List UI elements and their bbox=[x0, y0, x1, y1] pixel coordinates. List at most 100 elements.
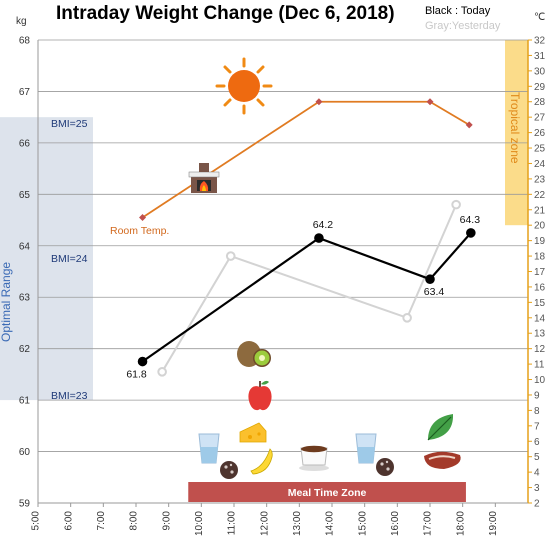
y2-tick-label: 30 bbox=[534, 66, 546, 77]
x-tick-label: 13:00 bbox=[292, 511, 303, 536]
y2-tick-label: 28 bbox=[534, 97, 546, 108]
y2-tick-label: 14 bbox=[534, 313, 546, 324]
y2-tick-label: 8 bbox=[534, 406, 540, 417]
x-tick-label: 15:00 bbox=[357, 511, 368, 536]
x-tick-label: 16:00 bbox=[390, 511, 401, 536]
water-glass-icon bbox=[198, 433, 220, 464]
y-tick-label: 67 bbox=[19, 87, 31, 98]
optimal-range-band bbox=[0, 117, 93, 401]
room-temp-marker bbox=[465, 121, 473, 129]
y2-tick-label: 13 bbox=[534, 329, 546, 340]
y-tick-label: 64 bbox=[19, 241, 31, 252]
x-tick-label: 7:00 bbox=[96, 511, 107, 531]
series-layer: 61.8 64.2 63.4 64.3 bbox=[126, 98, 481, 381]
y2-tick-label: 26 bbox=[534, 128, 546, 139]
fireplace-icon bbox=[188, 163, 220, 193]
series-line-room-temp- bbox=[142, 100, 470, 219]
room-temp-marker bbox=[315, 98, 323, 106]
y-tick-label: 63 bbox=[19, 293, 31, 304]
meal-time-zone-bar bbox=[188, 482, 466, 502]
y2-tick-label: 29 bbox=[534, 82, 546, 93]
kiwi-icon bbox=[237, 341, 271, 367]
x-tick-label: 18:00 bbox=[455, 511, 466, 536]
x-tick-label: 19:00 bbox=[488, 511, 499, 536]
y2-tick-label: 27 bbox=[534, 113, 546, 124]
y-tick-label: 61 bbox=[19, 396, 31, 407]
yesterday-point bbox=[451, 199, 461, 210]
legend-yesterday: Gray:Yesterday bbox=[425, 20, 501, 32]
today-point bbox=[137, 356, 148, 367]
room-temp-label: Room Temp. bbox=[110, 225, 169, 237]
y-tick-label: 59 bbox=[19, 499, 31, 510]
right-tick-labels: 2345678910111213141516171819202122232425… bbox=[528, 36, 546, 510]
y2-tick-label: 15 bbox=[534, 298, 546, 309]
y2-tick-label: 17 bbox=[534, 267, 546, 278]
y-tick-label: 65 bbox=[19, 190, 31, 201]
bmi-23-label: BMI=23 bbox=[51, 390, 88, 402]
gridlines bbox=[38, 39, 528, 452]
data-label: 64.2 bbox=[313, 219, 334, 231]
y2-tick-label: 18 bbox=[534, 252, 546, 263]
cookies-icon bbox=[376, 458, 394, 476]
y2-tick-label: 5 bbox=[534, 452, 540, 463]
today-point bbox=[425, 274, 435, 285]
legend-today: Black : Today bbox=[425, 5, 491, 17]
y2-tick-label: 3 bbox=[534, 483, 540, 494]
y2-tick-label: 7 bbox=[534, 421, 540, 432]
water-glass-icon bbox=[355, 433, 377, 464]
x-tick-label: 14:00 bbox=[325, 511, 336, 536]
cookies-icon bbox=[220, 461, 238, 479]
x-tick-label: 5:00 bbox=[31, 511, 42, 531]
tropical-zone-label: Tropical zone bbox=[508, 92, 522, 164]
x-tick-label: 17:00 bbox=[423, 511, 434, 536]
y2-tick-label: 19 bbox=[534, 236, 546, 247]
x-tick-labels: 5:00 6:00 7:00 8:00 9:00 10:00 11:00 12:00 13:00… bbox=[31, 503, 499, 536]
x-tick-label: 11:00 bbox=[227, 511, 238, 536]
y2-tick-label: 16 bbox=[534, 282, 546, 293]
y-tick-label: 62 bbox=[19, 344, 31, 355]
yesterday-point bbox=[157, 367, 167, 377]
y-tick-label: 60 bbox=[19, 447, 31, 458]
chart-title: Intraday Weight Change (Dec 6, 2018) bbox=[56, 3, 395, 24]
x-tick-label: 12:00 bbox=[259, 511, 270, 536]
bmi-24-label: BMI=24 bbox=[51, 253, 88, 265]
room-temp-marker bbox=[139, 213, 147, 221]
x-tick-label: 9:00 bbox=[161, 511, 172, 531]
bmi-25-label: BMI=25 bbox=[51, 118, 88, 130]
cheese-icon bbox=[239, 422, 267, 443]
left-tick-labels: 59 60 61 62 63 64 65 66 67 68 bbox=[19, 36, 31, 510]
y-tick-label: 68 bbox=[19, 36, 31, 47]
region-layer bbox=[0, 40, 528, 401]
y2-tick-label: 24 bbox=[534, 159, 546, 170]
room-temp-marker bbox=[426, 98, 434, 106]
sun-icon bbox=[215, 57, 273, 115]
y2-axis-unit: ℃ bbox=[534, 12, 545, 23]
optimal-range-label: Optimal Range bbox=[0, 262, 13, 342]
y-axis-unit: kg bbox=[16, 16, 27, 27]
tropical-zone-band bbox=[505, 40, 528, 226]
yesterday-point bbox=[225, 251, 236, 261]
y2-tick-label: 22 bbox=[534, 190, 546, 201]
y2-tick-label: 11 bbox=[534, 360, 545, 371]
y2-tick-label: 21 bbox=[534, 205, 546, 216]
data-label: 64.3 bbox=[460, 214, 481, 226]
x-tick-label: 10:00 bbox=[194, 511, 205, 536]
y2-tick-label: 9 bbox=[534, 390, 540, 401]
y2-tick-label: 4 bbox=[534, 468, 540, 479]
data-label: 63.4 bbox=[424, 286, 445, 298]
y2-tick-label: 23 bbox=[534, 174, 546, 185]
apple-icon bbox=[248, 380, 272, 411]
y2-tick-label: 20 bbox=[534, 221, 546, 232]
y2-tick-label: 6 bbox=[534, 437, 540, 448]
data-label: 61.8 bbox=[126, 369, 147, 381]
series-line-yesterday bbox=[161, 204, 458, 373]
y2-tick-label: 31 bbox=[534, 51, 546, 62]
y2-tick-label: 10 bbox=[534, 375, 546, 386]
y2-tick-label: 25 bbox=[534, 144, 546, 155]
y2-tick-label: 32 bbox=[534, 36, 546, 47]
y2-tick-label: 12 bbox=[534, 344, 546, 355]
y2-tick-label: 2 bbox=[534, 499, 540, 510]
banana-icon bbox=[250, 448, 273, 475]
today-point bbox=[314, 233, 324, 243]
